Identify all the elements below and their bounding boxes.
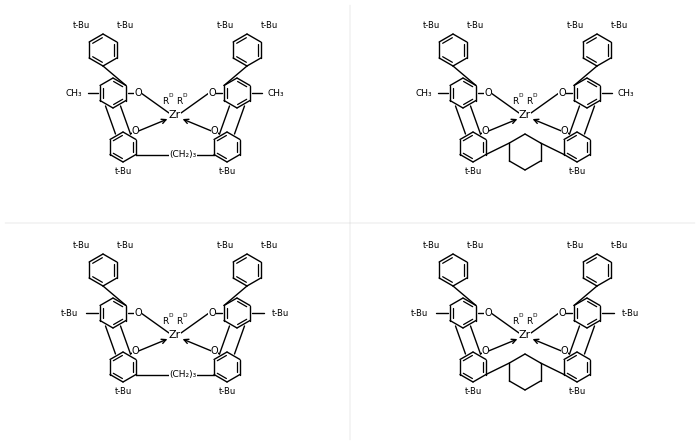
- Text: t-Bu: t-Bu: [566, 21, 584, 31]
- Polygon shape: [583, 34, 611, 66]
- Polygon shape: [224, 298, 250, 328]
- Text: t-Bu: t-Bu: [114, 388, 132, 396]
- Polygon shape: [510, 134, 540, 170]
- Text: t-Bu: t-Bu: [610, 242, 628, 251]
- Text: O: O: [482, 126, 489, 136]
- Text: t-Bu: t-Bu: [466, 21, 484, 31]
- Text: D: D: [169, 313, 173, 318]
- Text: R: R: [526, 316, 532, 325]
- Polygon shape: [214, 132, 240, 162]
- Text: O: O: [211, 126, 218, 136]
- Text: O: O: [484, 308, 492, 318]
- Polygon shape: [564, 352, 590, 382]
- Polygon shape: [224, 78, 250, 108]
- Text: t-Bu: t-Bu: [568, 167, 586, 177]
- Polygon shape: [583, 254, 611, 286]
- Text: O: O: [211, 346, 218, 356]
- Text: O: O: [558, 88, 566, 98]
- Text: R: R: [512, 97, 518, 105]
- Polygon shape: [460, 352, 486, 382]
- Text: O: O: [558, 308, 566, 318]
- Text: D: D: [533, 93, 537, 98]
- Text: t-Bu: t-Bu: [114, 167, 132, 177]
- Polygon shape: [89, 254, 117, 286]
- Text: (CH₂)₃: (CH₂)₃: [169, 150, 197, 159]
- Text: t-Bu: t-Bu: [272, 308, 289, 317]
- Text: D: D: [183, 93, 187, 98]
- Text: D: D: [533, 313, 537, 318]
- Polygon shape: [233, 254, 261, 286]
- Polygon shape: [574, 298, 600, 328]
- Text: O: O: [132, 126, 139, 136]
- Text: CH₃: CH₃: [268, 89, 285, 97]
- Text: t-Bu: t-Bu: [422, 242, 440, 251]
- Text: O: O: [134, 308, 142, 318]
- Polygon shape: [110, 352, 136, 382]
- Text: O: O: [134, 88, 142, 98]
- Polygon shape: [89, 34, 117, 66]
- Text: t-Bu: t-Bu: [411, 308, 428, 317]
- Polygon shape: [564, 132, 590, 162]
- Text: t-Bu: t-Bu: [61, 308, 78, 317]
- Text: O: O: [208, 308, 216, 318]
- Text: t-Bu: t-Bu: [116, 242, 134, 251]
- Text: t-Bu: t-Bu: [622, 308, 639, 317]
- Polygon shape: [439, 34, 467, 66]
- Text: t-Bu: t-Bu: [216, 21, 234, 31]
- Text: O: O: [561, 346, 568, 356]
- Text: t-Bu: t-Bu: [610, 21, 628, 31]
- Text: CH₃: CH₃: [415, 89, 432, 97]
- Polygon shape: [450, 298, 476, 328]
- Text: (CH₂)₃: (CH₂)₃: [169, 371, 197, 380]
- Text: t-Bu: t-Bu: [218, 167, 236, 177]
- Text: Zr: Zr: [519, 330, 531, 340]
- Polygon shape: [574, 78, 600, 108]
- Text: R: R: [176, 97, 182, 105]
- Text: R: R: [176, 316, 182, 325]
- Polygon shape: [450, 78, 476, 108]
- Text: t-Bu: t-Bu: [260, 242, 278, 251]
- Polygon shape: [214, 352, 240, 382]
- Text: R: R: [512, 316, 518, 325]
- Text: O: O: [484, 88, 492, 98]
- Polygon shape: [460, 132, 486, 162]
- Polygon shape: [110, 132, 136, 162]
- Text: t-Bu: t-Bu: [466, 242, 484, 251]
- Text: O: O: [561, 126, 568, 136]
- Polygon shape: [510, 354, 540, 390]
- Text: t-Bu: t-Bu: [116, 21, 134, 31]
- Text: R: R: [162, 316, 168, 325]
- Text: CH₃: CH₃: [65, 89, 82, 97]
- Polygon shape: [439, 254, 467, 286]
- Text: t-Bu: t-Bu: [422, 21, 440, 31]
- Text: t-Bu: t-Bu: [566, 242, 584, 251]
- Text: t-Bu: t-Bu: [464, 167, 482, 177]
- Text: t-Bu: t-Bu: [260, 21, 278, 31]
- Text: R: R: [162, 97, 168, 105]
- Text: t-Bu: t-Bu: [72, 242, 90, 251]
- Text: t-Bu: t-Bu: [72, 21, 90, 31]
- Text: CH₃: CH₃: [618, 89, 635, 97]
- Text: R: R: [526, 97, 532, 105]
- Polygon shape: [233, 34, 261, 66]
- Text: O: O: [208, 88, 216, 98]
- Text: D: D: [183, 313, 187, 318]
- Text: D: D: [169, 93, 173, 98]
- Text: t-Bu: t-Bu: [464, 388, 482, 396]
- Polygon shape: [100, 78, 126, 108]
- Polygon shape: [100, 298, 126, 328]
- Text: t-Bu: t-Bu: [216, 242, 234, 251]
- Text: D: D: [519, 93, 523, 98]
- Text: Zr: Zr: [169, 110, 181, 120]
- Text: O: O: [482, 346, 489, 356]
- Text: Zr: Zr: [519, 110, 531, 120]
- Text: t-Bu: t-Bu: [568, 388, 586, 396]
- Text: Zr: Zr: [169, 330, 181, 340]
- Text: D: D: [519, 313, 523, 318]
- Text: O: O: [132, 346, 139, 356]
- Text: t-Bu: t-Bu: [218, 388, 236, 396]
